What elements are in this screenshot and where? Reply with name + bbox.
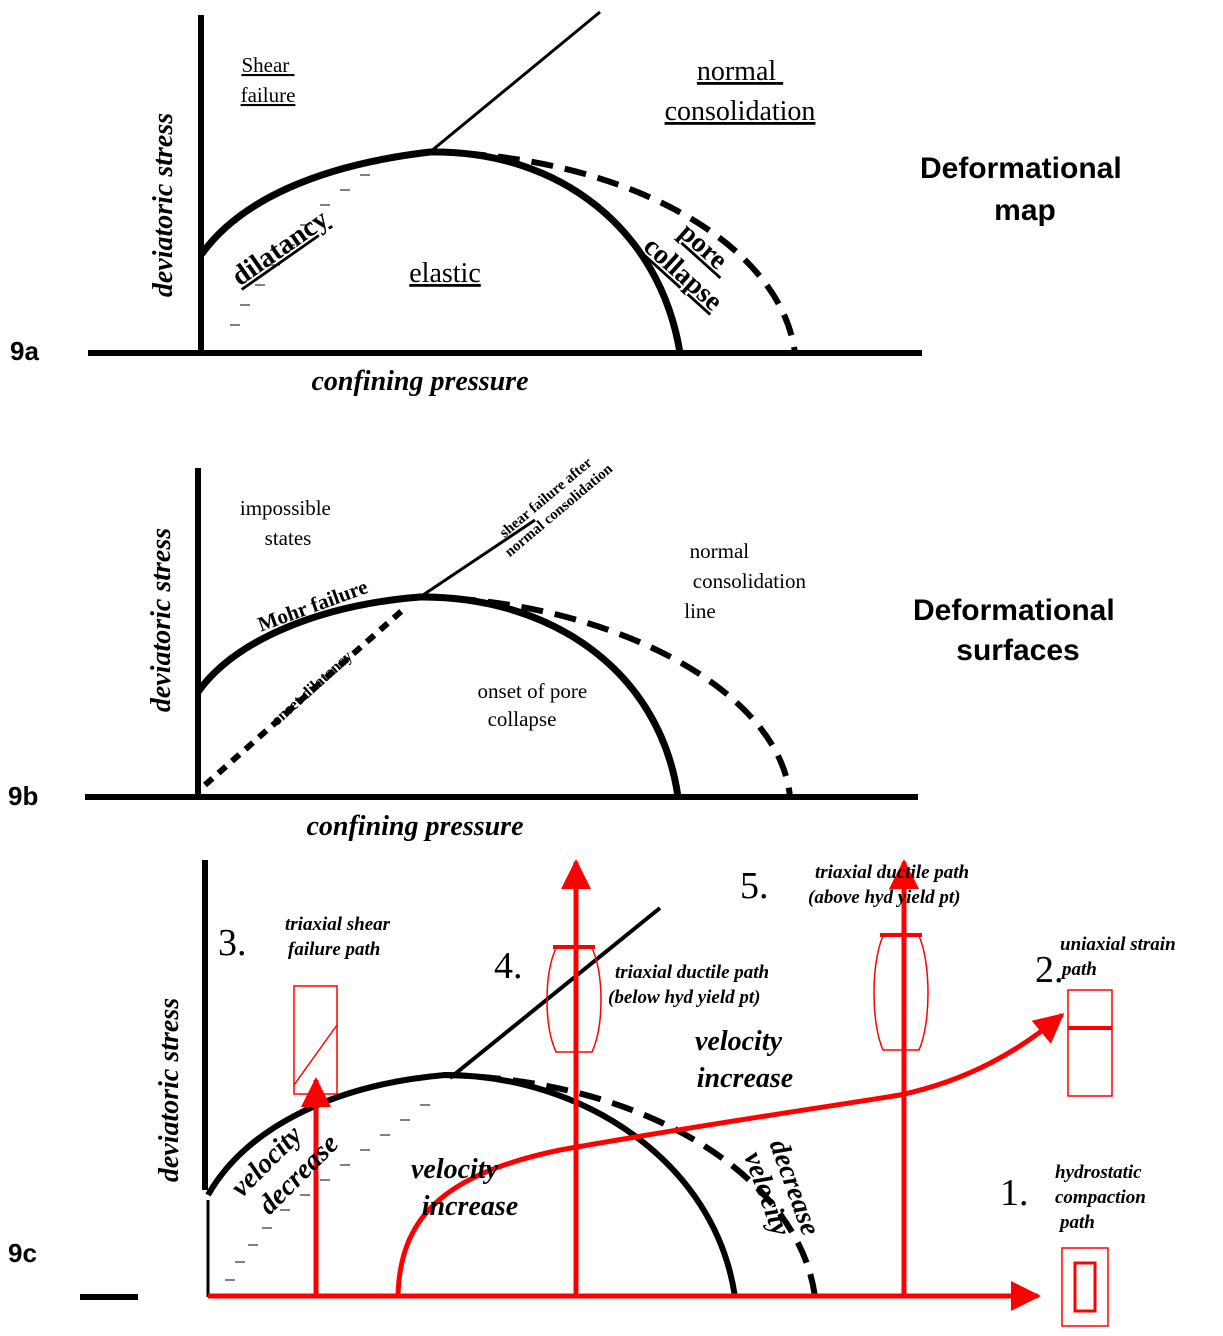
panel-title: Deformational map [920,152,1130,227]
consolidation-surface [420,597,790,797]
label-line: triaxial ductile path [615,962,769,983]
label-line: failure path [288,939,380,960]
label-line: increase [422,1191,518,1222]
region-label: shear failure after normal consolidation [490,447,616,561]
region-label: velocity decrease [736,1135,825,1249]
label-line: failure [241,83,296,107]
label-line: hydrostatic [1055,1162,1142,1183]
x-axis-label: confining pressure [306,811,523,842]
panel-label: 9b [8,781,38,811]
panel-title: Deformational surfaces [913,594,1123,667]
path-number: 3. [218,922,247,964]
label-line: path [1060,959,1097,980]
sample-icon [1075,1263,1095,1311]
y-axis-label: deviatoric stress [148,113,179,297]
label-line: consolidation [665,96,816,127]
shear-line [430,12,600,152]
region-label: velocity decrease [225,1106,345,1226]
title-line: surfaces [956,634,1079,667]
label-line: Shear [241,53,289,77]
panel-9a: 9a deviatoric stress confining pressure … [10,12,1130,397]
label-line: (below hyd yield pt) [608,987,761,1008]
y-axis-label: deviatoric stress [154,998,185,1182]
region-label: onset of pore collapse [478,679,593,731]
title-line: map [994,194,1056,227]
sample-icon [294,986,337,1094]
path-label: uniaxial strain path [1060,934,1180,980]
label-line: normal [697,56,777,87]
panel-9c: 9c deviatoric stress 1. hydrostatic comp… [8,860,1180,1326]
x-axis-label: confining pressure [311,366,528,397]
label-line: triaxial ductile path [815,862,969,883]
region-label: pore collapse [637,205,751,317]
label-line: line [684,599,716,623]
label-line: states [265,526,312,550]
region-label: elastic [409,258,481,289]
label-line: collapse [488,707,557,731]
y-axis-label: deviatoric stress [146,528,177,712]
title-line: Deformational [913,594,1115,627]
sample-icon [294,1025,337,1085]
panel-label: 9a [10,336,39,366]
region-label: velocity increase [695,1026,793,1094]
region-label: normal consolidation [665,56,816,127]
region-label: normal consolidation line [684,539,811,623]
label-line: velocity [411,1154,499,1185]
region-label: onset dilatancy [268,648,356,729]
panel-label: 9c [8,1238,37,1268]
consolidation-surface [430,152,795,353]
sample-icon [1068,990,1112,1096]
label-line: uniaxial strain [1060,934,1176,955]
label-line: onset of pore [478,679,588,703]
path-label: hydrostatic compaction path [1055,1162,1151,1233]
region-label: velocity increase [411,1154,518,1222]
label-line: impossible [240,496,331,520]
label-line: path [1058,1212,1095,1233]
region-label: Shear failure [241,53,296,107]
path-label: triaxial ductile path (below hyd yield p… [608,962,774,1008]
path-number: 2. [1035,949,1064,991]
diagram: 9a deviatoric stress confining pressure … [0,0,1223,1336]
label-line: (above hyd yield pt) [808,887,960,908]
label-line: triaxial shear [285,914,391,935]
label-line: consolidation [693,569,807,593]
path-number: 1. [1000,1172,1029,1214]
label-line: velocity [695,1026,783,1057]
sample-icon [1062,1248,1108,1326]
path-label: triaxial ductile path (above hyd yield p… [808,862,974,908]
label-line: increase [697,1063,793,1094]
path-number: 5. [740,865,769,907]
panel-9b: 9b deviatoric stress confining pressure … [8,447,1123,842]
title-line: Deformational [920,152,1122,185]
label-line: normal [690,539,750,563]
label-line: compaction [1055,1187,1146,1208]
path-label: triaxial shear failure path [285,914,395,960]
sample-icon [874,936,928,1050]
path-number: 4. [494,945,523,987]
region-label: impossible states [240,496,336,550]
